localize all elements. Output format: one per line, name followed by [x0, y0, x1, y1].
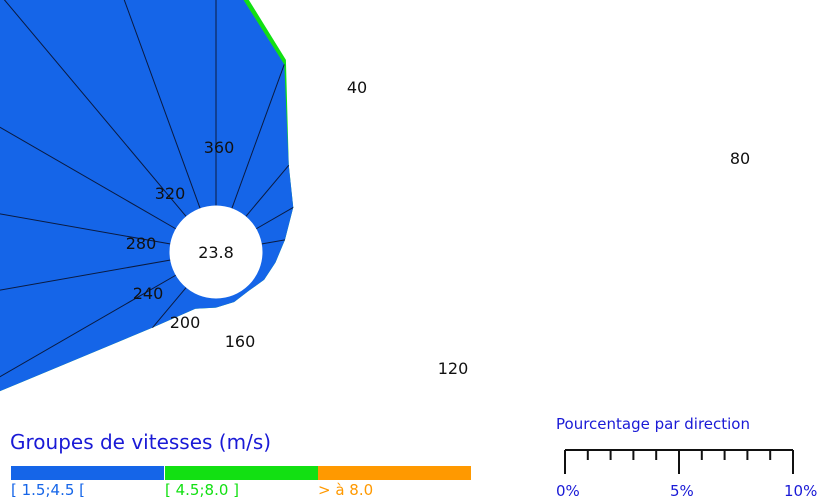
spoke-60 — [0, 126, 177, 230]
direction-label-160: 160 — [225, 332, 256, 351]
scale-label-max: 10% — [784, 482, 818, 500]
wind-rose-petals — [0, 0, 294, 392]
scale-ticks — [564, 449, 794, 474]
direction-label-280: 280 — [126, 234, 157, 253]
legend-swatch-low — [11, 466, 164, 480]
direction-label-200: 200 — [170, 313, 201, 332]
legend-swatch-high — [318, 466, 471, 480]
legend-label-mid: [ 4.5;8.0 ] — [165, 481, 240, 499]
scale-label-mid: 5% — [670, 482, 694, 500]
legend-swatch-mid — [165, 466, 318, 480]
spoke-20 — [0, 259, 171, 291]
spoke-100 — [123, 0, 201, 209]
direction-label-120: 120 — [438, 359, 469, 378]
wind-rose-spokes — [0, 0, 294, 378]
calm-value: 23.8 — [198, 243, 234, 262]
spoke-0 — [0, 274, 177, 378]
spoke-180 — [255, 206, 294, 230]
calm-circle — [169, 205, 263, 299]
direction-label-40: 40 — [347, 78, 367, 97]
direction-label-360: 360 — [204, 138, 235, 157]
spoke-40 — [0, 213, 171, 245]
spoke-340 — [152, 286, 187, 329]
legend-title: Groupes de vitesses (m/s) — [10, 430, 272, 454]
legend-label-high: > à 8.0 — [318, 481, 374, 499]
direction-label-240: 240 — [133, 284, 164, 303]
direction-label-320: 320 — [155, 184, 186, 203]
petal-series-low — [0, 0, 294, 392]
scale-label-min: 0% — [556, 482, 580, 500]
scale-title: Pourcentage par direction — [556, 415, 750, 433]
direction-labels: 40 80 120 160 200 240 280 320 360 — [126, 78, 750, 378]
spoke-80 — [3, 0, 187, 218]
percentage-scale — [564, 449, 794, 474]
spoke-140 — [231, 64, 285, 209]
direction-label-80: 80 — [730, 149, 750, 168]
spoke-160 — [245, 164, 290, 218]
spoke-200 — [261, 239, 286, 245]
legend-label-low: [ 1.5;4.5 [ — [11, 481, 86, 499]
